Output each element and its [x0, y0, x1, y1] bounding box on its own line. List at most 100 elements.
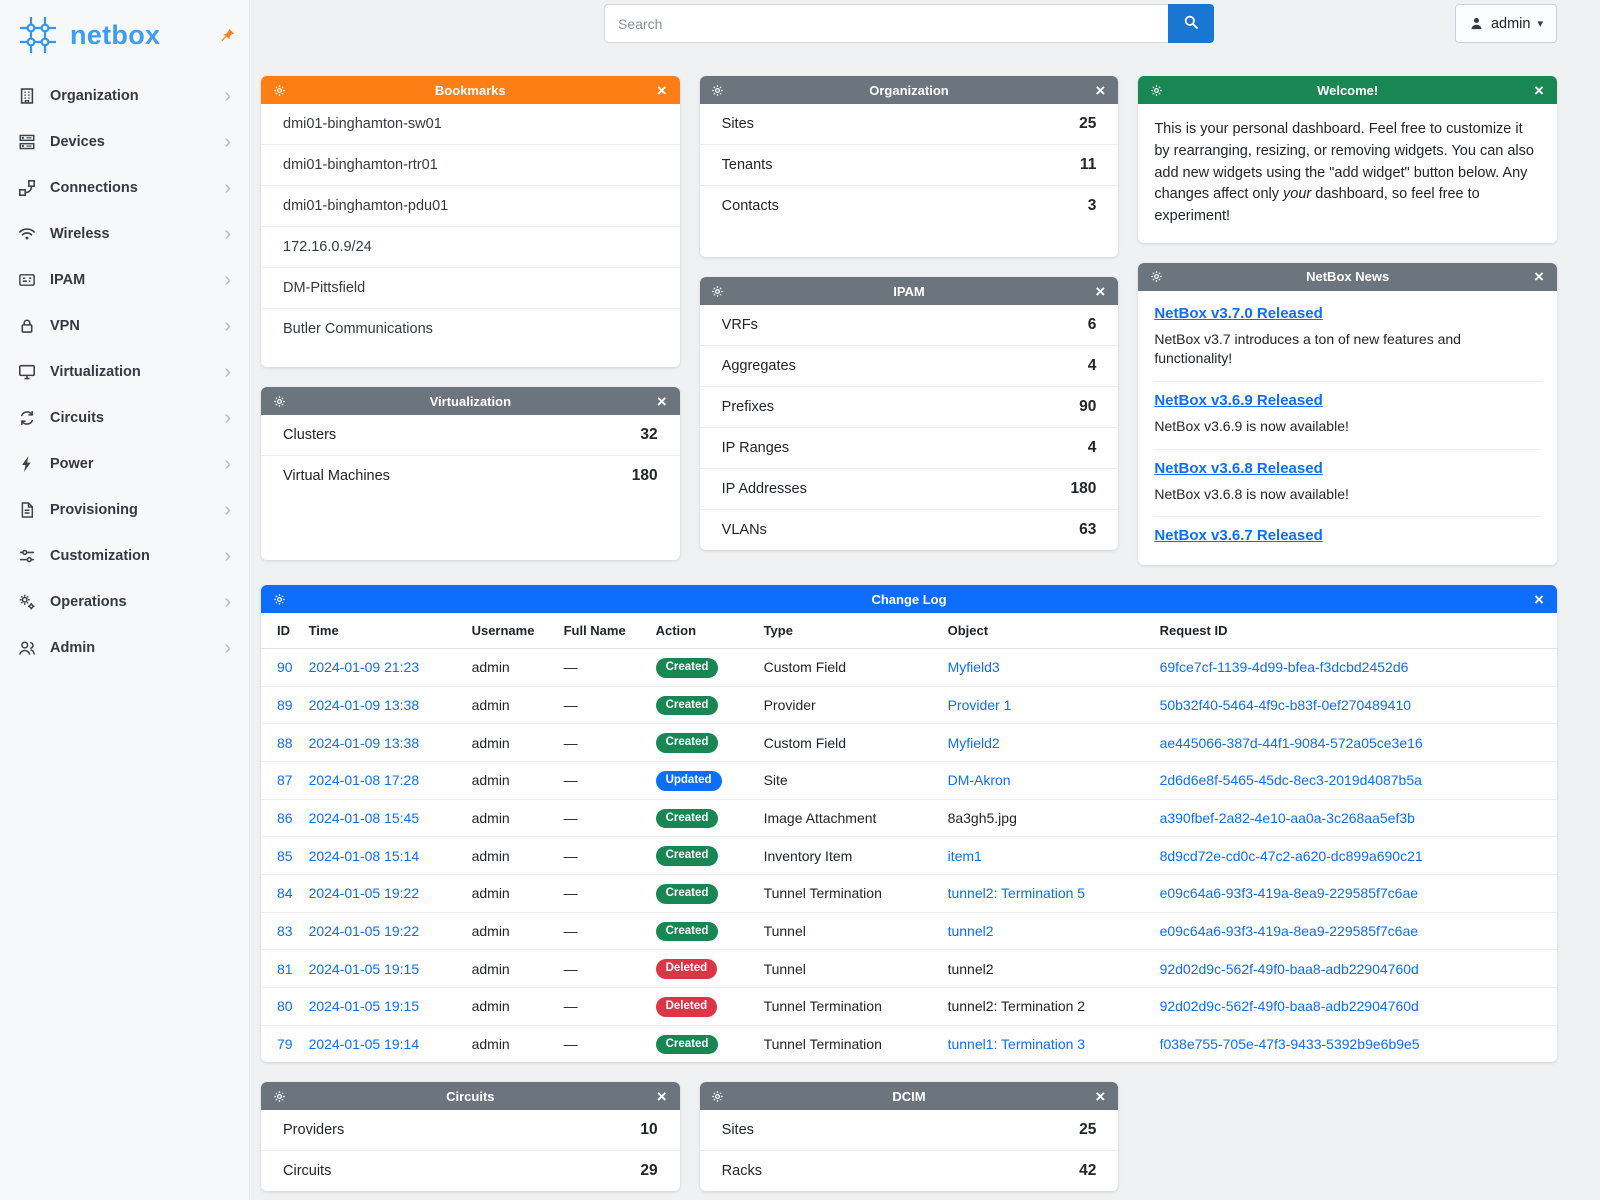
widget-config-icon[interactable] — [709, 84, 727, 97]
stat-value-link[interactable]: 180 — [631, 467, 658, 484]
widget-close-icon[interactable]: × — [1534, 80, 1544, 100]
changelog-time-link[interactable]: 2024-01-08 15:14 — [308, 847, 420, 864]
changelog-time-link[interactable]: 2024-01-05 19:14 — [308, 1035, 420, 1052]
request-id-link[interactable]: 92d02d9c-562f-49f0-baa8-adb22904760d — [1159, 960, 1419, 977]
sidebar-item-power[interactable]: Power › — [0, 441, 249, 487]
changelog-time-link[interactable]: 2024-01-09 13:38 — [308, 697, 420, 714]
search-input[interactable] — [604, 4, 1168, 43]
stat-value-link[interactable]: 3 — [1087, 197, 1097, 214]
search-button[interactable] — [1168, 4, 1214, 43]
sidebar-item-virtualization[interactable]: Virtualization › — [0, 349, 249, 395]
request-id-link[interactable]: ae445066-387d-44f1-9084-572a05ce3e16 — [1159, 734, 1423, 751]
widget-close-icon[interactable]: × — [656, 80, 667, 100]
changelog-id-link[interactable]: 87 — [277, 772, 293, 789]
changelog-id-link[interactable]: 83 — [277, 922, 293, 939]
object-link[interactable]: DM-Akron — [947, 772, 1011, 789]
welcome-widget-header[interactable]: Welcome! × — [1138, 76, 1557, 104]
sidebar-item-provisioning[interactable]: Provisioning › — [0, 487, 249, 533]
stat-value-link[interactable]: 11 — [1079, 156, 1097, 173]
news-headline-link[interactable]: NetBox v3.7.0 Released — [1154, 304, 1323, 322]
stat-value-link[interactable]: 25 — [1079, 115, 1097, 132]
sidebar-item-vpn[interactable]: VPN › — [0, 303, 249, 349]
changelog-time-link[interactable]: 2024-01-05 19:22 — [308, 885, 420, 902]
bookmark-item[interactable]: 172.16.0.9/24 — [261, 226, 680, 267]
stat-value-link[interactable]: 25 — [1079, 1121, 1097, 1139]
request-id-link[interactable]: 92d02d9c-562f-49f0-baa8-adb22904760d — [1159, 998, 1419, 1015]
request-id-link[interactable]: 2d6d6e8f-5465-45dc-8ec3-2019d4087b5a — [1159, 772, 1422, 789]
dcim-widget-header[interactable]: DCIM × — [699, 1082, 1119, 1111]
organization-widget-header[interactable]: Organization × — [699, 76, 1119, 104]
bookmark-item[interactable]: DM-Pittsfield — [261, 267, 680, 308]
changelog-time-link[interactable]: 2024-01-05 19:15 — [308, 998, 420, 1015]
widget-close-icon[interactable]: × — [1534, 267, 1544, 287]
widget-config-icon[interactable] — [270, 593, 288, 606]
news-headline-link[interactable]: NetBox v3.6.7 Released — [1154, 527, 1323, 545]
object-link[interactable]: tunnel2: Termination 5 — [947, 885, 1086, 902]
sidebar-item-ipam[interactable]: IPAM › — [0, 257, 249, 303]
widget-close-icon[interactable]: × — [1534, 589, 1544, 609]
changelog-id-link[interactable]: 80 — [277, 998, 293, 1015]
bookmark-item[interactable]: Butler Communications — [261, 308, 680, 349]
stat-value-link[interactable]: 32 — [640, 426, 658, 443]
request-id-link[interactable]: e09c64a6-93f3-419a-8ea9-229585f7c6ae — [1159, 922, 1419, 939]
sidebar-item-circuits[interactable]: Circuits › — [0, 395, 249, 441]
object-link[interactable]: tunnel1: Termination 3 — [947, 1035, 1086, 1052]
widget-config-icon[interactable] — [270, 395, 288, 408]
stat-value-link[interactable]: 42 — [1079, 1162, 1097, 1180]
brand-name[interactable]: netbox — [70, 19, 161, 50]
stat-value-link[interactable]: 6 — [1087, 316, 1097, 333]
news-headline-link[interactable]: NetBox v3.6.8 Released — [1154, 459, 1323, 477]
changelog-id-link[interactable]: 86 — [277, 810, 293, 826]
request-id-link[interactable]: 8d9cd72e-cd0c-47c2-a620-dc899a690c21 — [1159, 847, 1423, 864]
changelog-id-link[interactable]: 84 — [277, 885, 293, 902]
changelog-id-link[interactable]: 89 — [277, 697, 293, 714]
bookmark-item[interactable]: dmi01-binghamton-pdu01 — [261, 185, 680, 226]
news-widget-header[interactable]: NetBox News × — [1138, 262, 1557, 291]
widget-close-icon[interactable]: × — [1095, 1086, 1106, 1106]
ipam-widget-header[interactable]: IPAM × — [699, 277, 1119, 305]
sidebar-item-admin[interactable]: Admin › — [0, 625, 249, 671]
pin-sidebar-icon[interactable] — [220, 28, 235, 43]
stat-value-link[interactable]: 90 — [1079, 398, 1097, 415]
object-link[interactable]: Myfield3 — [947, 659, 1000, 676]
stat-value-link[interactable]: 29 — [640, 1162, 658, 1180]
object-link[interactable]: tunnel2 — [947, 922, 994, 939]
bookmark-item[interactable]: dmi01-binghamton-sw01 — [283, 116, 442, 132]
widget-config-icon[interactable] — [709, 1090, 727, 1103]
changelog-id-link[interactable]: 88 — [277, 734, 293, 751]
changelog-time-link[interactable]: 2024-01-08 15:45 — [308, 810, 420, 826]
sidebar-item-devices[interactable]: Devices › — [0, 119, 249, 165]
widget-config-icon[interactable] — [1147, 270, 1165, 283]
object-link[interactable]: item1 — [947, 847, 982, 864]
stat-value-link[interactable]: 63 — [1079, 521, 1097, 538]
request-id-link[interactable]: a390fbef-2a82-4e10-aa0a-3c268aa5ef3b — [1159, 810, 1415, 826]
stat-value-link[interactable]: 4 — [1087, 357, 1097, 374]
widget-close-icon[interactable]: × — [1095, 281, 1106, 301]
stat-value-link[interactable]: 4 — [1087, 439, 1097, 456]
changelog-id-link[interactable]: 79 — [277, 1035, 293, 1052]
virtualization-widget-header[interactable]: Virtualization × — [261, 387, 680, 415]
request-id-link[interactable]: e09c64a6-93f3-419a-8ea9-229585f7c6ae — [1159, 885, 1419, 902]
object-link[interactable]: Myfield2 — [947, 734, 1000, 751]
bookmark-item[interactable]: dmi01-binghamton-rtr01 — [261, 144, 680, 185]
sidebar-item-organization[interactable]: Organization › — [0, 73, 249, 119]
object-link[interactable]: Provider 1 — [947, 697, 1012, 714]
widget-close-icon[interactable]: × — [656, 1086, 667, 1106]
changelog-id-link[interactable]: 90 — [277, 659, 293, 676]
request-id-link[interactable]: f038e755-705e-47f3-9433-5392b9e6b9e5 — [1159, 1035, 1420, 1052]
changelog-time-link[interactable]: 2024-01-09 13:38 — [308, 734, 420, 751]
news-headline-link[interactable]: NetBox v3.6.9 Released — [1154, 391, 1323, 409]
changelog-id-link[interactable]: 85 — [277, 847, 293, 864]
circuits-widget-header[interactable]: Circuits × — [261, 1082, 680, 1111]
changelog-widget-header[interactable]: Change Log × — [261, 585, 1557, 614]
changelog-time-link[interactable]: 2024-01-05 19:22 — [308, 922, 420, 939]
sidebar-item-connections[interactable]: Connections › — [0, 165, 249, 211]
widget-close-icon[interactable]: × — [1095, 80, 1106, 100]
sidebar-item-customization[interactable]: Customization › — [0, 533, 249, 579]
request-id-link[interactable]: 50b32f40-5464-4f9c-b83f-0ef270489410 — [1159, 697, 1412, 714]
sidebar-item-operations[interactable]: Operations › — [0, 579, 249, 625]
request-id-link[interactable]: 69fce7cf-1139-4d99-bfea-f3dcbd2452d6 — [1159, 659, 1409, 676]
netbox-logo-icon[interactable] — [16, 15, 60, 55]
sidebar-item-wireless[interactable]: Wireless › — [0, 211, 249, 257]
stat-value-link[interactable]: 180 — [1070, 480, 1097, 497]
